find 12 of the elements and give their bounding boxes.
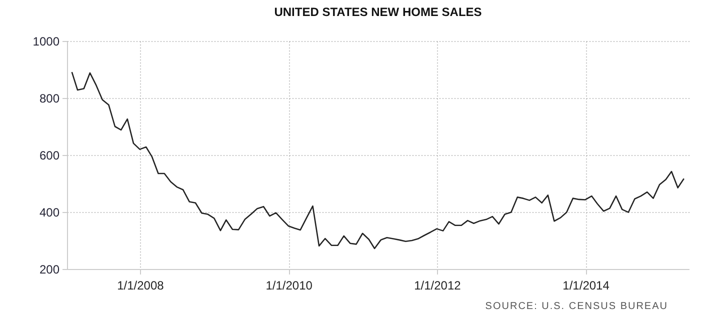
x-tick-label: 1/1/2008 [117, 278, 164, 292]
x-tick-label: 1/1/2010 [266, 278, 313, 292]
source-note: SOURCE: U.S. CENSUS BUREAU [485, 301, 668, 312]
y-tick-label: 200 [39, 262, 60, 276]
x-tick-label: 1/1/2014 [562, 278, 610, 292]
chart-title: UNITED STATES NEW HOME SALES [274, 5, 482, 19]
y-tick-label: 1000 [32, 34, 60, 48]
y-tick-label: 400 [39, 206, 60, 220]
y-tick-label: 800 [39, 92, 60, 106]
x-tick-label: 1/1/2012 [414, 278, 462, 292]
y-tick-label: 600 [39, 148, 60, 162]
line-series [71, 71, 685, 250]
